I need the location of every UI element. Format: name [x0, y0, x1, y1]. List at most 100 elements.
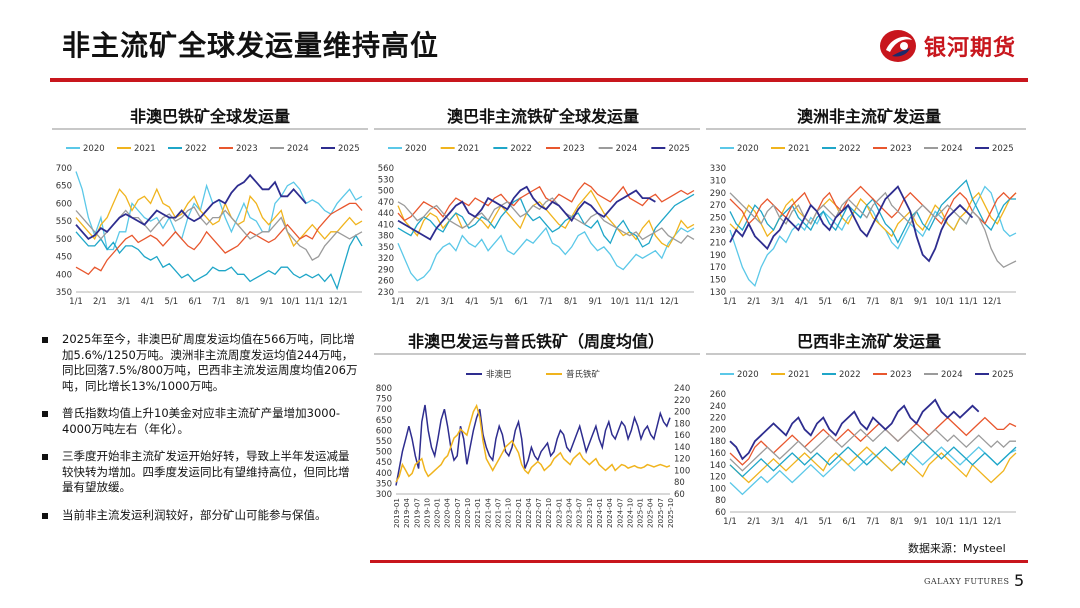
y-tick-label: 450 [56, 253, 72, 263]
page-title: 非主流矿全球发运量维持高位 [62, 29, 440, 62]
footer-company: GALAXY FUTURES [924, 577, 1010, 586]
x-tick-label: 7/1 [866, 297, 880, 307]
legend-label-2022: 2022 [510, 144, 532, 154]
x-tick-label: 5/1 [818, 297, 832, 307]
y-tick-label: 190 [710, 251, 726, 261]
bullet-item: 当前非主流发运利润较好，部分矿山可能参与保值。 [40, 508, 358, 524]
series-line-2023 [729, 185, 1017, 225]
y2-tick-label: 160 [674, 431, 690, 441]
series-line-2020 [75, 171, 363, 251]
x-tick-label: 2022-07 [534, 498, 543, 528]
y2-tick-label: 220 [674, 396, 690, 406]
x-tick-label: 2021-10 [504, 498, 513, 528]
legend-label-2020: 2020 [83, 144, 105, 154]
legend-label-2022: 2022 [839, 144, 861, 154]
x-tick-label: 2/1 [93, 297, 107, 307]
x-tick-label: 8/1 [564, 297, 578, 307]
chart-au-br-minor-shipments: 2020 2021 2022 2023 2024 20252302602903203503… [378, 144, 695, 307]
x-tick-label: 4/1 [141, 297, 155, 307]
y-tick-label: 700 [56, 164, 72, 174]
y2-tick-label: 180 [674, 419, 690, 429]
x-tick-label: 8/1 [890, 297, 904, 307]
legend-label-2025: 2025 [668, 144, 690, 154]
y-tick-label: 800 [376, 384, 392, 394]
legend-label-2024: 2024 [287, 144, 309, 154]
legend-label-2022: 2022 [185, 144, 207, 154]
bullet-marker-icon [42, 454, 48, 460]
panel-title-4: 非澳巴发运与普氏铁矿（周度均值） [407, 332, 664, 351]
y-tick-label: 270 [710, 201, 726, 211]
y-tick-label: 300 [376, 490, 392, 500]
x-tick-label: 1/1 [69, 297, 83, 307]
y-tick-label: 140 [710, 461, 726, 471]
x-tick-label: 2025-01 [636, 498, 645, 528]
x-tick-label: 2020-10 [463, 498, 472, 528]
series-line-2023 [729, 416, 1017, 466]
x-tick-label: 1/1 [723, 297, 737, 307]
y-tick-label: 120 [710, 473, 726, 483]
x-tick-label: 2019-10 [422, 498, 431, 528]
x-tick-label: 2021-07 [493, 498, 502, 528]
x-tick-label: 10/1 [935, 297, 954, 307]
x-tick-label: 2022-10 [544, 498, 553, 528]
bullet-text: 2025年至今，非澳巴矿周度发运均值在566万吨，同比增加5.6%/1250万吨… [62, 332, 358, 393]
y-tick-label: 560 [378, 164, 394, 174]
y-tick-label: 400 [56, 270, 72, 280]
y2-tick-label: 100 [674, 466, 690, 476]
y2-tick-label: 80 [674, 478, 685, 488]
bullet-text: 三季度开始非主流矿发运开始好转，导致上半年发运减量较快转为增加。四季度发运同比有… [62, 449, 350, 494]
y-tick-label: 650 [376, 416, 392, 426]
y-tick-label: 200 [710, 425, 726, 435]
x-tick-label: 2019-07 [412, 498, 421, 528]
x-tick-label: 2021-04 [483, 498, 492, 528]
y2-tick-label: 200 [674, 408, 690, 418]
y-tick-label: 320 [378, 254, 394, 264]
x-tick-label: 11/1 [305, 297, 324, 307]
bullet-text: 普氏指数均值上升10美金对应非主流矿产量增加3000-4000万吨左右（年化）。 [62, 406, 341, 436]
y2-tick-label: 60 [674, 490, 685, 500]
panel-divider-5 [706, 353, 1026, 355]
legend-label-2022: 2022 [839, 370, 861, 380]
y-tick-label: 330 [710, 164, 726, 174]
y-tick-label: 500 [56, 235, 72, 245]
series-line-2021 [75, 187, 363, 248]
y-tick-label: 500 [376, 448, 392, 458]
legend-label-2020: 2020 [737, 370, 759, 380]
brand-logo: 银河期货 [878, 26, 1016, 66]
chart-au-minor-shipments: 2020 2021 2022 2023 2024 2025 130 150 170 190 210 2… [710, 144, 1017, 307]
y-tick-label: 100 [710, 484, 726, 494]
y-tick-label: 350 [376, 479, 392, 489]
y-tick-label: 230 [378, 288, 394, 298]
series-line-2021 [729, 446, 1017, 484]
bullet-item: 三季度开始非主流矿发运开始好转，导致上半年发运减量较快转为增加。四季度发运同比有… [40, 449, 358, 496]
x-tick-label: 12/1 [983, 297, 1002, 307]
data-source: 数据来源：Mysteel [908, 542, 1006, 555]
y-tick-label: 440 [378, 209, 394, 219]
y-tick-label: 700 [376, 405, 392, 415]
y-tick-label: 310 [710, 176, 726, 186]
y-tick-label: 150 [710, 276, 726, 286]
y-tick-label: 500 [378, 187, 394, 197]
x-tick-label: 2024-04 [605, 498, 614, 528]
y-tick-label: 530 [378, 175, 394, 185]
y-tick-label: 350 [378, 243, 394, 253]
x-tick-label: 2025-10 [666, 498, 675, 528]
y-tick-label: 750 [376, 395, 392, 405]
legend-label-2025: 2025 [992, 144, 1014, 154]
x-tick-label: 2025-07 [656, 498, 665, 528]
legend-label-2025: 2025 [338, 144, 360, 154]
y-tick-label: 600 [56, 199, 72, 209]
panel-divider-4 [374, 353, 700, 355]
x-tick-label: 11/1 [959, 517, 978, 527]
y-tick-label: 210 [710, 238, 726, 248]
y-tick-label: 400 [376, 469, 392, 479]
y-tick-label: 170 [710, 263, 726, 273]
bullet-item: 普氏指数均值上升10美金对应非主流矿产量增加3000-4000万吨左右（年化）。 [40, 406, 358, 437]
y-tick-label: 220 [710, 414, 726, 424]
legend-label-2021: 2021 [134, 144, 156, 154]
series-line-2025 [729, 185, 974, 263]
legend-label-2021: 2021 [458, 144, 480, 154]
x-tick-label: 1/1 [391, 297, 405, 307]
chart-non-au-br-shipments: 2020 2021 2022 2023 2024 2025 350 400 450 500 550 6… [56, 144, 363, 307]
